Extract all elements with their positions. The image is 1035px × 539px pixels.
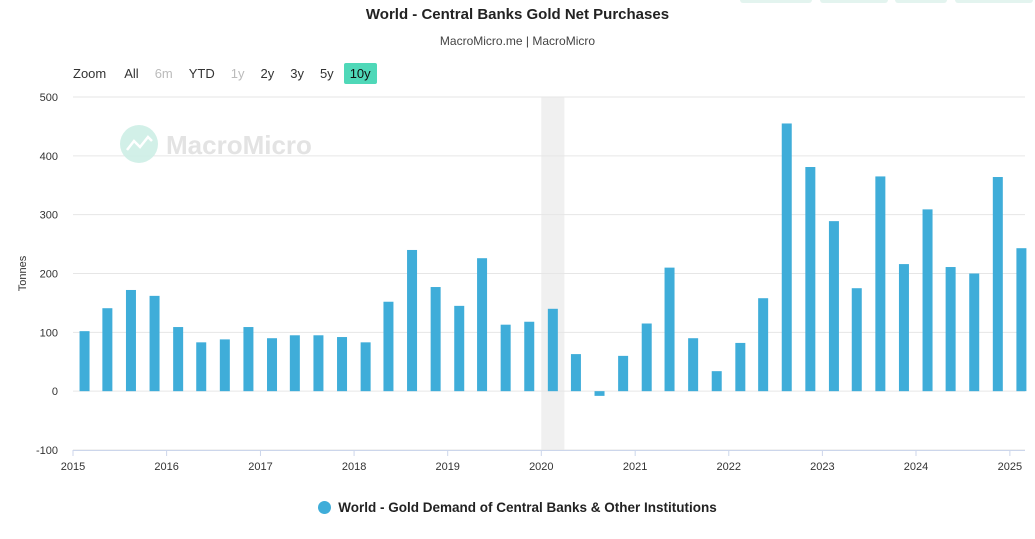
top-tab[interactable] xyxy=(740,0,812,3)
watermark-text: MacroMicro xyxy=(166,130,312,160)
range-10y-button[interactable]: 10y xyxy=(343,62,377,84)
y-tick-label: 0 xyxy=(52,386,58,398)
bar[interactable] xyxy=(267,338,278,392)
x-tick-label: 2024 xyxy=(904,461,928,473)
y-axis-label: Tonnes xyxy=(17,255,29,291)
top-tab[interactable] xyxy=(955,0,1033,3)
x-tick-label: 2020 xyxy=(529,461,553,473)
range-5y-button[interactable]: 5y xyxy=(319,65,334,81)
bar[interactable] xyxy=(875,176,886,392)
legend-marker-icon xyxy=(318,501,332,514)
bar[interactable] xyxy=(360,342,371,392)
x-tick-label: 2019 xyxy=(435,461,459,473)
bar[interactable] xyxy=(570,354,581,392)
x-tick-label: 2023 xyxy=(810,461,834,473)
watermark-chart-icon xyxy=(126,135,153,151)
bar[interactable] xyxy=(781,123,792,392)
x-tick-label: 2025 xyxy=(998,461,1022,473)
watermark-logo-icon xyxy=(120,125,158,163)
bar[interactable] xyxy=(828,221,839,392)
chart-subtitle: MacroMicro.me | MacroMicro xyxy=(439,34,596,48)
range-ytd-button[interactable]: YTD xyxy=(188,65,215,81)
bar[interactable] xyxy=(1016,248,1027,392)
bar[interactable] xyxy=(454,305,465,392)
bar[interactable] xyxy=(219,339,230,392)
y-tick-label: 300 xyxy=(40,210,58,222)
bar[interactable] xyxy=(524,321,535,392)
top-tab[interactable] xyxy=(895,0,947,3)
x-tick-label: 2021 xyxy=(623,461,647,473)
bar[interactable] xyxy=(711,371,722,392)
x-tick-label: 2017 xyxy=(248,461,272,473)
bar[interactable] xyxy=(477,258,488,392)
bar[interactable] xyxy=(337,337,348,392)
bar[interactable] xyxy=(618,355,629,392)
x-tick-label: 2022 xyxy=(717,461,741,473)
bar[interactable] xyxy=(898,264,909,392)
bar[interactable] xyxy=(500,324,511,392)
range-1y-button[interactable]: 1y xyxy=(230,65,245,81)
chart-title: World - Central Banks Gold Net Purchases xyxy=(365,6,670,23)
bar[interactable] xyxy=(758,298,769,392)
bar[interactable] xyxy=(969,273,980,392)
y-tick-label: -100 xyxy=(36,445,58,457)
range-6m-button[interactable]: 6m xyxy=(154,65,173,81)
bar[interactable] xyxy=(289,335,300,392)
legend[interactable]: World - Gold Demand of Central Banks & O… xyxy=(0,500,1035,515)
bar[interactable] xyxy=(664,267,675,392)
range-2y-button[interactable]: 2y xyxy=(260,65,275,81)
bar[interactable] xyxy=(243,327,254,392)
bar[interactable] xyxy=(641,323,652,392)
bar[interactable] xyxy=(851,288,862,392)
bar[interactable] xyxy=(383,301,394,392)
range-selector: Zoom All 6m YTD 1y 2y 3y 5y 10y xyxy=(73,62,381,84)
x-tick-label: 2018 xyxy=(342,461,366,473)
bar[interactable] xyxy=(125,289,136,392)
bar[interactable] xyxy=(688,338,699,392)
y-tick-label: 400 xyxy=(40,151,58,163)
bar[interactable] xyxy=(79,331,90,392)
bar[interactable] xyxy=(196,342,207,392)
y-tick-label: 200 xyxy=(40,269,58,281)
y-tick-label: 500 xyxy=(40,92,58,104)
y-tick-label: 100 xyxy=(40,327,58,339)
range-3y-button[interactable]: 3y xyxy=(290,65,304,81)
bar[interactable] xyxy=(173,327,184,392)
range-all-button[interactable]: All xyxy=(124,65,139,81)
bar[interactable] xyxy=(992,177,1003,392)
bar[interactable] xyxy=(149,295,160,392)
bar[interactable] xyxy=(735,342,746,392)
bar[interactable] xyxy=(102,308,113,392)
watermark: MacroMicro xyxy=(120,125,312,163)
bar[interactable] xyxy=(594,391,605,396)
top-tab[interactable] xyxy=(820,0,888,3)
bar[interactable] xyxy=(945,267,956,392)
bar[interactable] xyxy=(430,287,441,392)
x-tick-label: 2016 xyxy=(154,461,178,473)
zoom-label: Zoom xyxy=(73,65,107,81)
bar[interactable] xyxy=(805,167,816,392)
bar[interactable] xyxy=(313,335,324,392)
x-tick-label: 2015 xyxy=(61,461,85,473)
legend-label: World - Gold Demand of Central Banks & O… xyxy=(338,500,717,515)
bar[interactable] xyxy=(547,308,558,392)
bar[interactable] xyxy=(922,209,933,392)
bar[interactable] xyxy=(407,249,418,392)
